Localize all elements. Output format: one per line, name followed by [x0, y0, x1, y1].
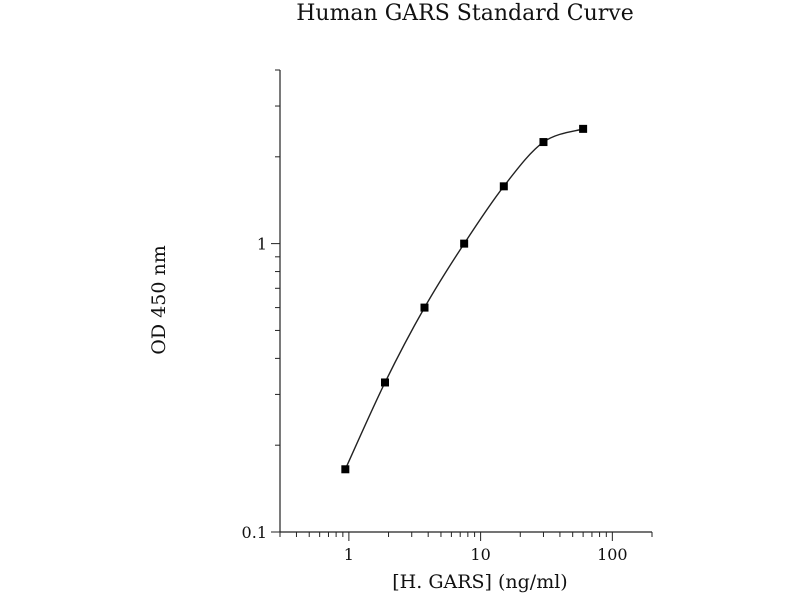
axes — [279, 70, 652, 533]
x-tick-label: 10 — [470, 545, 490, 564]
fit-curve-group — [344, 128, 584, 470]
y-tick-label: 0.1 — [242, 523, 267, 542]
chart-title: Human GARS Standard Curve — [296, 1, 634, 26]
data-point — [380, 378, 389, 387]
y-tick-label: 1 — [257, 235, 267, 254]
ticks: 1 10 100 0.1 1 — [242, 69, 653, 564]
data-point — [499, 182, 508, 191]
data-point — [579, 124, 588, 133]
y-axis-label: OD 450 nm — [148, 245, 170, 354]
data-point — [460, 239, 469, 248]
fit-curve — [344, 128, 584, 470]
x-tick-label: 100 — [597, 545, 628, 564]
data-point — [341, 465, 350, 474]
data-points — [341, 124, 588, 474]
x-axis-label: [H. GARS] (ng/ml) — [392, 571, 567, 593]
x-tick-label: 1 — [344, 545, 354, 564]
data-point — [539, 138, 548, 147]
data-point — [420, 303, 429, 312]
